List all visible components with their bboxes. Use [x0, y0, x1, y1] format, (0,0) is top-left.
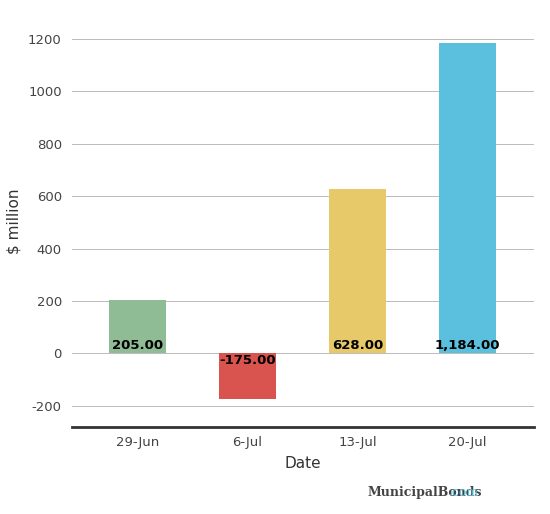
Text: MunicipalBonds: MunicipalBonds — [367, 486, 482, 499]
Y-axis label: $ million: $ million — [6, 188, 21, 254]
Text: 1,184.00: 1,184.00 — [434, 339, 500, 353]
X-axis label: Date: Date — [284, 456, 321, 471]
Bar — [109, 300, 166, 353]
Text: .com: .com — [449, 486, 479, 499]
Text: MB: MB — [347, 488, 361, 497]
Text: -175.00: -175.00 — [219, 354, 276, 367]
Bar — [439, 43, 496, 353]
Text: 205.00: 205.00 — [112, 339, 163, 353]
Text: 628.00: 628.00 — [332, 339, 383, 353]
Bar — [219, 353, 276, 399]
Bar — [329, 189, 386, 353]
